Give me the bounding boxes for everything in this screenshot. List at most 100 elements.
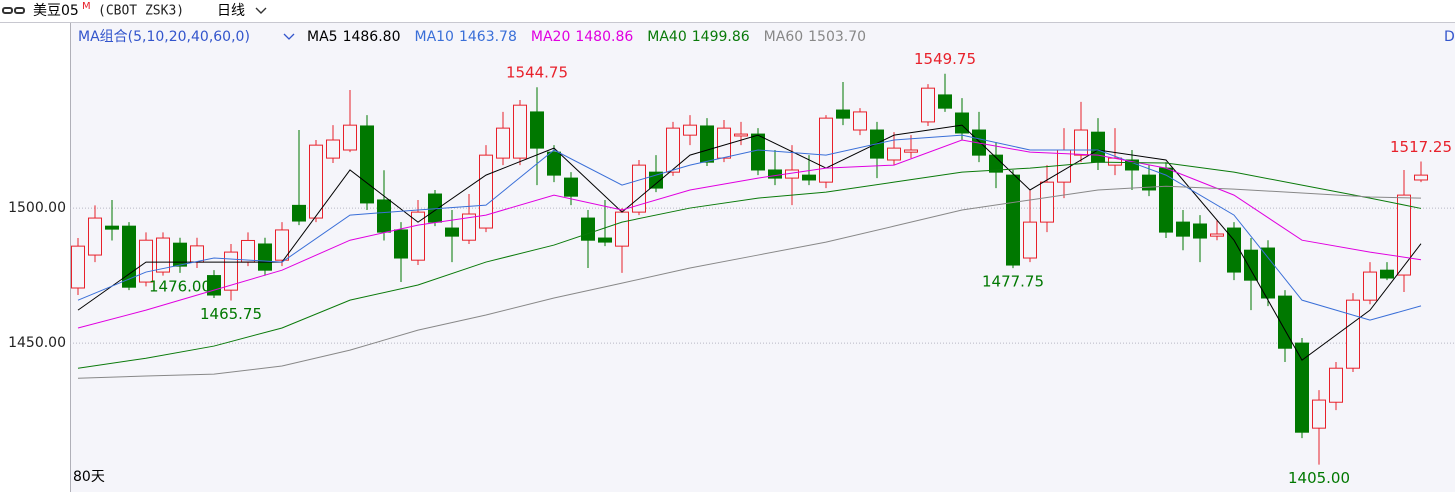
low-label: 1465.75 xyxy=(200,305,262,323)
high-label: 1544.75 xyxy=(506,64,568,82)
candle-body xyxy=(819,117,833,183)
plot-area xyxy=(70,23,1455,492)
candle-body xyxy=(700,125,714,163)
candle-body xyxy=(1380,269,1394,279)
candle-body xyxy=(598,237,612,243)
y-tick-label: 1500.00 xyxy=(8,200,66,216)
candle-body xyxy=(547,151,561,176)
ma-line xyxy=(77,139,1422,329)
candle-body xyxy=(904,149,918,153)
ma-group-label[interactable]: MA组合(5,10,20,40,60,0) xyxy=(78,29,250,45)
candle-body xyxy=(615,211,629,247)
candle-body xyxy=(802,174,816,181)
candle-body xyxy=(1244,249,1258,281)
legend-name: MA10 xyxy=(414,29,453,45)
y-tick-label: 1450.00 xyxy=(8,335,66,351)
candle-body xyxy=(683,124,697,136)
link-icon xyxy=(2,7,25,14)
candle-body xyxy=(1295,342,1309,433)
ma-line xyxy=(77,134,1422,321)
ma-chevron[interactable] xyxy=(283,33,295,40)
period: 日线 xyxy=(217,3,245,19)
candle-body xyxy=(122,225,136,288)
candle-body xyxy=(836,109,850,119)
candle-body xyxy=(1040,181,1054,223)
candle-body xyxy=(1057,149,1071,183)
candle-body xyxy=(292,204,306,222)
low-label: 1405.00 xyxy=(1288,469,1350,487)
candle-body xyxy=(1091,131,1105,163)
candles xyxy=(71,73,1428,465)
candle-body xyxy=(1210,233,1224,237)
legend-name: MA20 xyxy=(531,29,570,45)
legend-value: 1499.86 xyxy=(692,29,750,45)
legend-name: MA60 xyxy=(764,29,803,45)
candle-body xyxy=(513,104,527,159)
candle-body xyxy=(1176,221,1190,237)
candle-body xyxy=(1397,194,1411,276)
candle-body xyxy=(1312,399,1326,429)
candle-body xyxy=(326,139,340,159)
subtitle: (CBOT ZSK3) xyxy=(98,4,184,19)
candle-body xyxy=(1414,174,1428,181)
candle-body xyxy=(241,239,255,263)
candle-body xyxy=(768,169,782,179)
candle-body xyxy=(173,242,187,267)
candle-body xyxy=(309,144,323,219)
candle-body xyxy=(887,147,901,161)
legend-name: MA5 xyxy=(307,29,338,45)
candle-body xyxy=(105,225,119,230)
candle-body xyxy=(224,251,238,291)
low-label: 1477.75 xyxy=(982,273,1044,291)
ma-line xyxy=(77,161,1422,369)
candle-body xyxy=(360,125,374,204)
candle-body xyxy=(207,275,221,296)
ma-line xyxy=(77,124,1422,361)
period-chevron[interactable] xyxy=(255,7,267,14)
legend-value: 1486.80 xyxy=(343,29,401,45)
candle-body xyxy=(88,217,102,256)
candle-body xyxy=(1346,299,1360,369)
candle-body xyxy=(853,111,867,131)
candle-body xyxy=(564,177,578,197)
candle-body xyxy=(938,94,952,109)
candle-body xyxy=(1329,367,1343,403)
candle-body xyxy=(1261,247,1275,299)
legend-value: 1503.70 xyxy=(808,29,866,45)
candle-body xyxy=(258,243,272,271)
candle-body xyxy=(445,227,459,237)
candle-body xyxy=(666,127,680,173)
candle-body xyxy=(462,213,476,241)
candle-body xyxy=(190,245,204,263)
candle-body xyxy=(139,239,153,283)
candle-body xyxy=(71,245,85,289)
candle-body xyxy=(343,124,357,151)
legend-value: 1463.78 xyxy=(459,29,517,45)
ma-line xyxy=(77,185,1422,379)
candle-body xyxy=(717,127,731,159)
candle-body xyxy=(1023,221,1037,259)
span-label: 80天 xyxy=(73,469,105,485)
high-label: 1517.25 xyxy=(1390,138,1452,156)
candle-body xyxy=(530,111,544,149)
candle-body xyxy=(1363,271,1377,301)
candle-body xyxy=(156,237,170,273)
candle-body xyxy=(1142,174,1156,191)
candle-body xyxy=(581,217,595,241)
legend-name: MA40 xyxy=(647,29,686,45)
high-label: 1549.75 xyxy=(914,50,976,68)
corner-label: D xyxy=(1444,29,1455,45)
title: 美豆05 xyxy=(33,3,79,19)
candle-body xyxy=(1074,129,1088,156)
candle-body xyxy=(496,127,510,159)
candle-body xyxy=(1227,227,1241,273)
candle-body xyxy=(275,229,289,261)
title-badge: M xyxy=(82,1,91,12)
candle-body xyxy=(377,199,391,233)
header-bar xyxy=(0,0,1455,22)
candle-body xyxy=(734,133,748,137)
candle-body xyxy=(1006,174,1020,266)
legend-value: 1480.86 xyxy=(575,29,633,45)
candle-body xyxy=(921,87,935,123)
